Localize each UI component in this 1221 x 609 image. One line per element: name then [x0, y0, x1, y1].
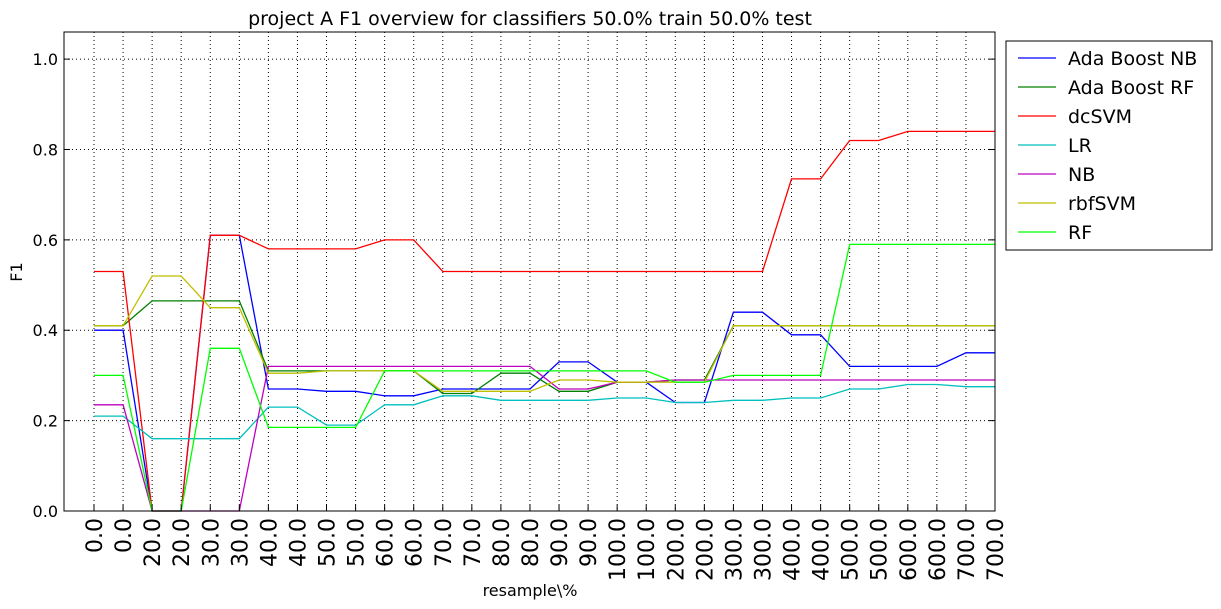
y-tick-label: 0.6: [33, 231, 58, 250]
y-tick-label: 0.4: [33, 321, 58, 340]
x-tick-label: 400.0: [810, 518, 835, 581]
y-tick-label: 0.0: [33, 502, 58, 521]
x-tick-label: 70.0: [432, 518, 457, 567]
series-line-rf: [94, 243, 995, 512]
x-tick-label: 90.0: [577, 518, 602, 567]
series-line-lr: [94, 383, 995, 440]
x-tick-label: 200.0: [664, 518, 689, 581]
x-tick-label: 300.0: [722, 518, 747, 581]
x-tick-label: 80.0: [490, 518, 515, 567]
x-axis-ticks: 0.0 0.0 20.0 20.0 30.0 30.0 40.0 40.0 50.0 50.0 60…: [83, 505, 1009, 581]
chart-title: project A F1 overview for classifiers 50…: [248, 8, 812, 30]
x-tick-label: 30.0: [199, 518, 224, 567]
y-axis-ticks: 0.0 0.2 0.4 0.6 0.8 1.0: [33, 50, 995, 521]
x-tick-label: 300.0: [751, 518, 776, 581]
x-tick-label: 50.0: [345, 518, 370, 567]
x-tick-label: 400.0: [781, 518, 806, 581]
x-tick-label: 0.0: [112, 518, 137, 553]
x-tick-label: 80.0: [519, 518, 544, 567]
x-tick-label: 50.0: [316, 518, 341, 567]
legend-label: NB: [1068, 164, 1095, 186]
x-tick-label: 60.0: [403, 518, 428, 567]
series-line-dcsvm: [94, 130, 995, 512]
x-tick-label: 0.0: [83, 518, 108, 553]
x-tick-label: 60.0: [374, 518, 399, 567]
x-tick-label: 200.0: [693, 518, 718, 581]
x-tick-label: 20.0: [170, 518, 195, 567]
x-tick-label: 100.0: [635, 518, 660, 581]
legend-label: dcSVM: [1068, 106, 1132, 128]
x-tick-label: 600.0: [926, 518, 951, 581]
legend-label: RF: [1068, 222, 1092, 244]
x-axis-label: resample\%: [483, 581, 578, 600]
series-line-rbfsvm: [94, 275, 995, 392]
legend-label: LR: [1068, 135, 1092, 157]
y-tick-label: 0.8: [33, 140, 58, 159]
x-tick-label: 40.0: [286, 518, 311, 567]
x-tick-label: 20.0: [141, 518, 166, 567]
x-tick-label: 700.0: [984, 518, 1009, 581]
legend-label: rbfSVM: [1068, 193, 1136, 215]
legend: Ada Boost NB Ada Boost RF dcSVM LR NB rbfSVM R…: [1005, 40, 1213, 251]
series-line-nb: [94, 365, 995, 512]
x-tick-label: 100.0: [606, 518, 631, 581]
x-tick-label: 40.0: [257, 518, 282, 567]
series-line-ada-boost-nb: [94, 234, 995, 512]
x-tick-label: 500.0: [839, 518, 864, 581]
x-tick-label: 600.0: [897, 518, 922, 581]
y-tick-label: 0.2: [33, 412, 58, 431]
x-tick-label: 90.0: [548, 518, 573, 567]
legend-label: Ada Boost RF: [1068, 77, 1194, 99]
x-tick-label: 30.0: [228, 518, 253, 567]
x-tick-label: 500.0: [868, 518, 893, 581]
legend-label: Ada Boost NB: [1068, 48, 1197, 70]
series-layer: [94, 130, 995, 512]
y-tick-label: 1.0: [33, 50, 58, 69]
x-tick-label: 70.0: [461, 518, 486, 567]
x-tick-label: 700.0: [955, 518, 980, 581]
y-axis-label: F1: [7, 262, 26, 281]
